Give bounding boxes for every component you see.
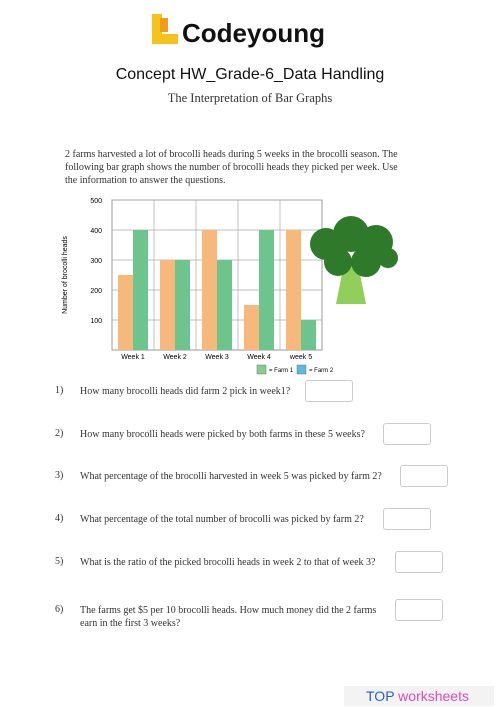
y-tick-label: 400 [90, 228, 102, 235]
y-tick-label: 300 [90, 258, 102, 265]
question-text: How many brocolli heads were picked by b… [80, 429, 365, 440]
x-tick-label: Week 2 [163, 354, 187, 361]
y-axis-label: Number of brocolli heads [62, 236, 69, 314]
x-tick-label: Week 1 [121, 354, 145, 361]
x-tick-label: Week 4 [247, 354, 271, 361]
question-text: The farms get $5 per 10 brocolli heads. … [80, 605, 377, 629]
title: Concept HW_Grade-6_Data Handling [115, 66, 385, 83]
question-number: 1) [55, 385, 64, 396]
x-tick-label: Week 3 [205, 354, 229, 361]
intro: 2 farms harvested a lot of brocolli head… [65, 149, 398, 186]
legend-swatch [296, 364, 307, 375]
bar [160, 260, 175, 350]
footer: TOP worksheets [366, 688, 469, 704]
legend-swatch [256, 364, 267, 375]
question-text: What is the ratio of the picked brocolli… [80, 557, 376, 568]
footer-brand: TOP [366, 688, 395, 704]
bar [259, 230, 274, 350]
answer-box[interactable] [395, 551, 443, 573]
bar [175, 260, 190, 350]
question-text: What percentage of the total number of b… [80, 514, 364, 525]
legend-label: = Farm 1 [269, 368, 294, 374]
logo: Codeyoung [182, 18, 325, 48]
logo-icon [152, 14, 178, 44]
question-number: 4) [55, 513, 64, 524]
answer-box[interactable] [305, 380, 353, 402]
question-number: 5) [55, 556, 64, 567]
subtitle: The Interpretation of Bar Graphs [167, 91, 333, 105]
legend-label: = Farm 2 [309, 368, 334, 374]
chart: 100 200 300 400 500 Number of brocolli heads W… [62, 198, 334, 375]
broccoli-image [310, 216, 398, 304]
footer-rest: worksheets [398, 688, 469, 704]
bar [244, 305, 259, 350]
answer-box[interactable] [395, 599, 443, 621]
answer-box[interactable] [383, 508, 431, 530]
footer-bg [344, 686, 494, 706]
x-tick-label: week 5 [289, 354, 312, 361]
bar [286, 230, 301, 350]
y-tick-label: 200 [90, 288, 102, 295]
bar [202, 230, 217, 350]
answer-box[interactable] [383, 423, 431, 445]
question-text: How many brocolli heads did farm 2 pick … [80, 386, 291, 397]
question-number: 6) [55, 604, 64, 615]
question-number: 3) [55, 470, 64, 481]
bar [133, 230, 148, 350]
question-number: 2) [55, 428, 64, 439]
bar [217, 260, 232, 350]
answer-box[interactable] [400, 465, 448, 487]
y-tick-label: 500 [90, 198, 102, 205]
question-text: What percentage of the brocolli harveste… [80, 471, 382, 482]
y-tick-label: 100 [90, 318, 102, 325]
bar [118, 275, 133, 350]
bar [301, 320, 316, 350]
